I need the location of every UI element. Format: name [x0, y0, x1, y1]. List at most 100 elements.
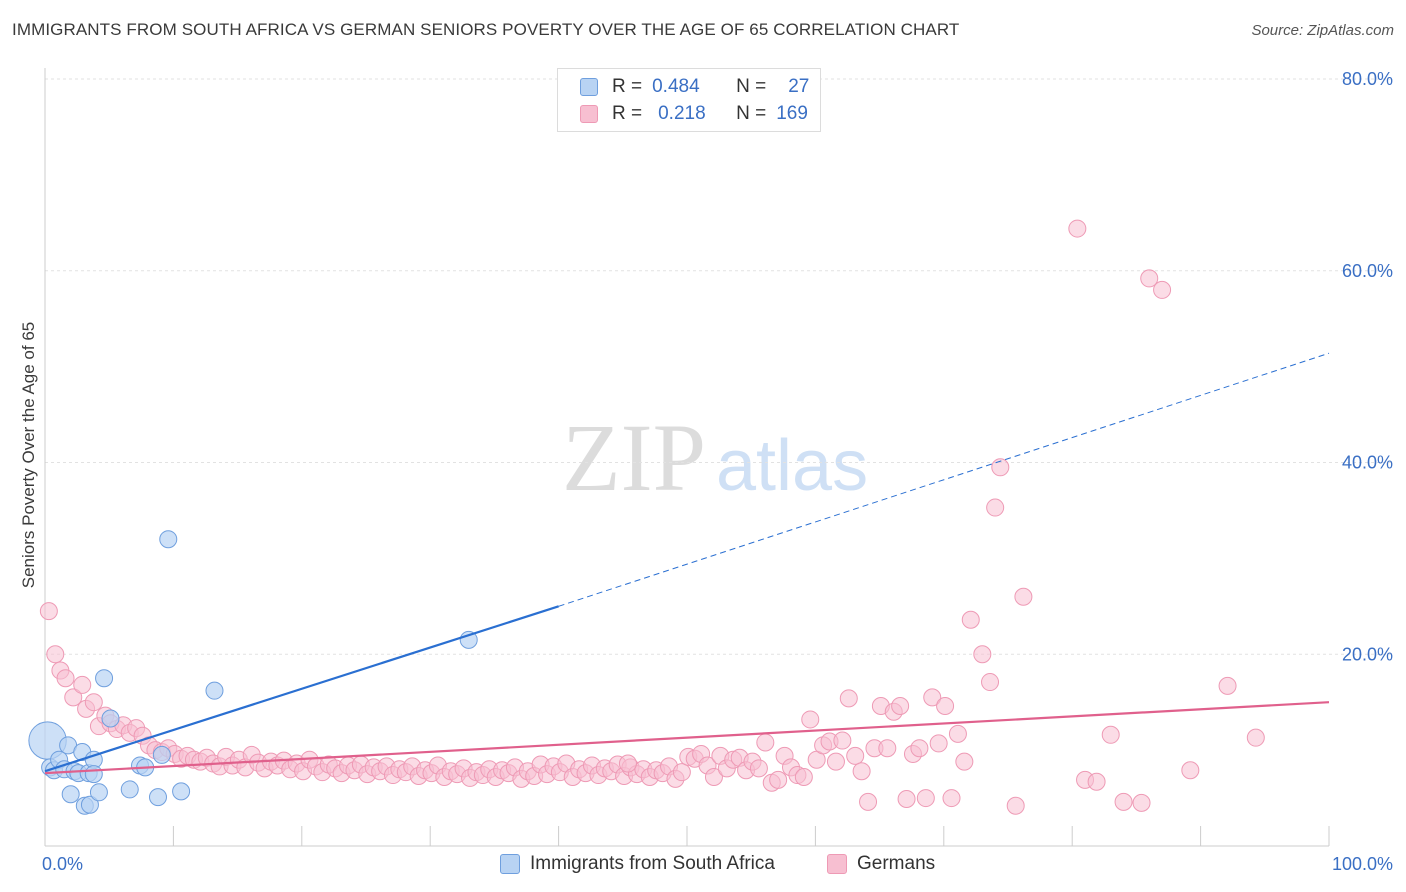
blue-swatch [500, 854, 520, 874]
pink-swatch [827, 854, 847, 874]
x-tick-label: 0.0% [42, 854, 83, 874]
germans-point [910, 739, 929, 758]
germans-point [794, 767, 813, 786]
south-africa-trend-extension [558, 352, 1330, 607]
germans-point [859, 792, 878, 811]
germans-point [1218, 676, 1237, 695]
legend-item-south-africa: Immigrants from South Africa [500, 852, 775, 876]
chart-title: IMMIGRANTS FROM SOUTH AFRICA VS GERMAN S… [12, 20, 960, 39]
south-africa-point [95, 669, 114, 688]
germans-point [749, 759, 768, 778]
r-value: 0.218 [658, 103, 706, 124]
germans-point [955, 752, 974, 771]
grid-lines [45, 78, 1392, 655]
germans-point [1101, 725, 1120, 744]
germans-point [1246, 728, 1265, 747]
germans-point [618, 754, 637, 773]
germans-point [923, 688, 942, 707]
south-africa-trend-line [44, 605, 559, 773]
germans-point [833, 731, 852, 750]
germans-points [39, 219, 1265, 815]
germans-point [1181, 761, 1200, 780]
germans-point [1006, 796, 1025, 815]
germans-point [73, 675, 92, 694]
n-label: N = [736, 76, 767, 97]
south-africa-point [80, 795, 99, 814]
germans-trend-line [44, 701, 1330, 775]
stats-legend-row-south-africa: R = 0.484 N = 27 [580, 74, 809, 100]
germans-point [839, 689, 858, 708]
x-tick-label: 100.0% [1332, 854, 1393, 874]
legend-item-germans: Germans [827, 852, 935, 876]
germans-point [64, 688, 83, 707]
germans-point [756, 733, 775, 752]
r-value: 0.484 [652, 76, 700, 97]
y-tick-label: 40.0% [1342, 453, 1393, 473]
y-tick-label: 80.0% [1342, 69, 1393, 89]
pink-swatch [580, 105, 598, 123]
chart-source: Source: ZipAtlas.com [1251, 22, 1394, 39]
germans-point [986, 498, 1005, 517]
germans-point [56, 669, 75, 688]
germans-point [39, 602, 58, 621]
germans-point [1140, 269, 1159, 288]
x-tick-labels: 0.0% 100.0% [42, 854, 1393, 874]
south-africa-point [89, 783, 108, 802]
germans-point [846, 746, 865, 765]
germans-point [936, 697, 955, 716]
south-africa-point [172, 782, 191, 801]
germans-point [704, 767, 723, 786]
watermark: ZIP atlas [562, 404, 868, 511]
germans-point [961, 610, 980, 629]
south-africa-point [159, 530, 178, 549]
germans-point [1068, 219, 1087, 238]
germans-point [84, 693, 103, 712]
germans-point [948, 724, 967, 743]
y-tick-label: 20.0% [1342, 644, 1393, 664]
stats-legend: R = 0.484 N = 27 R = 0.218 N = 169 [557, 68, 821, 132]
germans-point [1114, 792, 1133, 811]
germans-point [852, 762, 871, 781]
n-value: 169 [776, 103, 808, 124]
r-label: R = [612, 76, 643, 97]
germans-point [1132, 793, 1151, 812]
legend-label: Germans [857, 853, 936, 874]
germans-point [878, 739, 897, 758]
y-tick-labels: 20.0% 40.0% 60.0% 80.0% [1342, 69, 1393, 664]
germans-point [973, 645, 992, 664]
south-africa-point [152, 745, 171, 764]
trend-lines [44, 352, 1330, 775]
south-africa-point [84, 765, 103, 784]
germans-point [1087, 772, 1106, 791]
germans-point [916, 789, 935, 808]
germans-point [46, 645, 65, 664]
south-africa-point [148, 788, 167, 807]
blue-swatch [580, 78, 598, 96]
axes [44, 68, 1330, 847]
germans-point [801, 710, 820, 729]
germans-point [891, 697, 910, 716]
south-africa-point [101, 709, 120, 728]
south-africa-point [120, 780, 139, 799]
germans-point [826, 752, 845, 771]
germans-point [1153, 280, 1172, 299]
legend-label: Immigrants from South Africa [530, 853, 775, 874]
watermark-atlas: atlas [716, 426, 868, 506]
n-label: N = [736, 103, 767, 124]
germans-point [769, 770, 788, 789]
south-africa-point [61, 785, 80, 804]
south-africa-point [205, 681, 224, 700]
n-value: 27 [788, 76, 810, 97]
y-tick-label: 60.0% [1342, 261, 1393, 281]
stats-legend-row-germans: R = 0.218 N = 169 [580, 101, 808, 127]
r-label: R = [612, 103, 643, 124]
germans-point [1014, 587, 1033, 606]
germans-point [942, 789, 961, 808]
germans-point [981, 673, 1000, 692]
y-axis-label: Seniors Poverty Over the Age of 65 [19, 322, 38, 588]
germans-point [929, 734, 948, 753]
watermark-zip: ZIP [562, 404, 706, 511]
germans-point [897, 790, 916, 809]
germans-point [672, 763, 691, 782]
